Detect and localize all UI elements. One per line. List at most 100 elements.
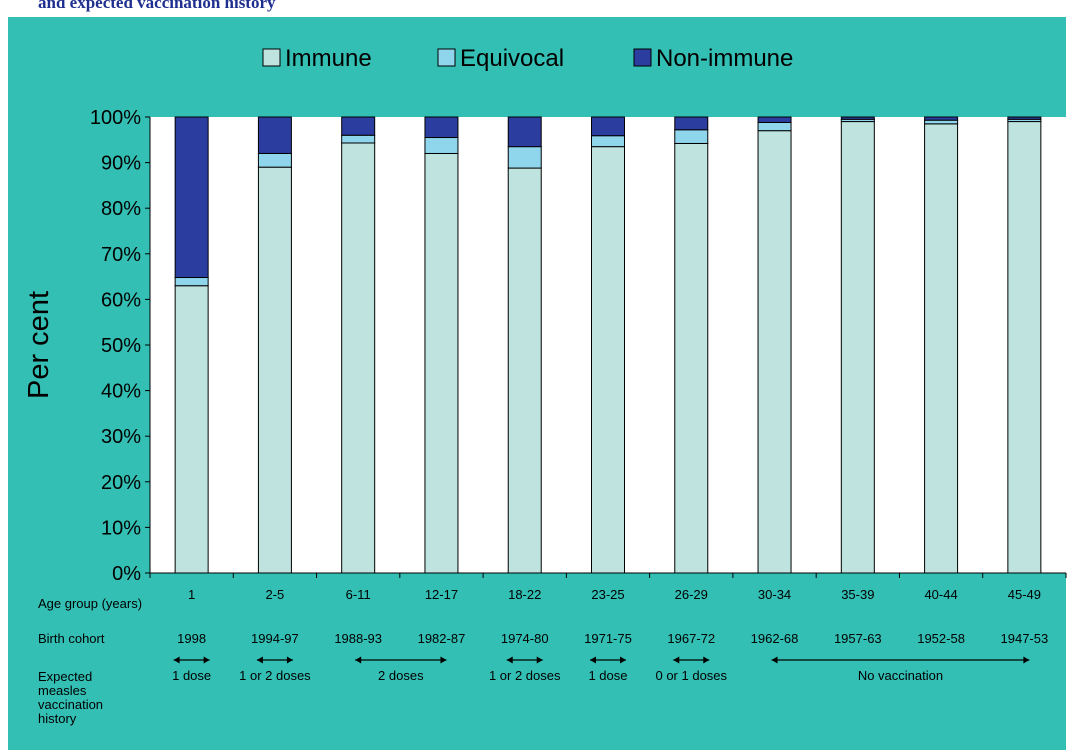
y-tick-label: 10%: [101, 517, 141, 539]
bar-segment-immune: [924, 123, 959, 574]
y-tick-label: 70%: [101, 244, 141, 266]
x-tick-label: 18-22: [508, 587, 541, 602]
y-tick-label: 20%: [101, 472, 141, 494]
legend-label: Non-immune: [656, 45, 793, 72]
bar-segment-equivocal: [424, 137, 459, 154]
arrow-head-right-icon: [1023, 656, 1030, 664]
vaccination-row-label: vaccination: [38, 697, 103, 712]
arrow-head-right-icon: [203, 656, 210, 664]
vaccination-row-label: history: [38, 711, 77, 726]
bar-segment-equivocal: [174, 277, 209, 287]
legend-swatch-equivocal: [437, 48, 456, 67]
birth-cohort-value: 1998: [177, 631, 206, 646]
birth-cohort-value: 1947-53: [1001, 631, 1049, 646]
arrow-head-left-icon: [256, 656, 263, 664]
vaccination-row-label: measles: [38, 683, 87, 698]
x-tick-label: 35-39: [841, 587, 874, 602]
legend-swatch-non-immune: [633, 48, 652, 67]
bar-segment-non-immune: [424, 116, 459, 139]
arrow-head-left-icon: [771, 656, 778, 664]
bar-segment-equivocal: [674, 129, 709, 144]
y-tick-label: 90%: [101, 153, 141, 175]
arrow-head-left-icon: [590, 656, 596, 664]
birth-cohort-value: 1982-87: [418, 631, 466, 646]
arrow-head-left-icon: [355, 656, 362, 664]
legend-label: Immune: [285, 45, 372, 72]
x-tick-label: 2-5: [266, 587, 285, 602]
bar-segment-equivocal: [341, 134, 376, 144]
bar-segment-immune: [424, 152, 459, 574]
bar-segment-non-immune: [757, 116, 792, 123]
bar-segment-immune: [591, 146, 625, 574]
bar-segment-immune: [1007, 121, 1042, 574]
arrow-head-left-icon: [173, 656, 180, 664]
arrow-head-right-icon: [286, 656, 293, 664]
bar-segment-immune: [341, 142, 376, 574]
birth-cohort-value: 1974-80: [501, 631, 549, 646]
arrow-head-right-icon: [440, 656, 447, 664]
vaccination-span-label: 0 or 1 doses: [655, 668, 727, 683]
y-tick-label: 80%: [101, 198, 141, 220]
vaccination-span-label: 1 or 2 doses: [489, 668, 561, 683]
bar-segment-equivocal: [924, 119, 959, 125]
bar-segment-equivocal: [757, 121, 792, 132]
page-title: and expected vaccination history: [38, 0, 276, 12]
x-tick-label: 12-17: [425, 587, 458, 602]
legend-label: Equivocal: [460, 45, 564, 72]
bar-segment-equivocal: [257, 152, 292, 168]
bar-segment-non-immune: [1007, 116, 1042, 120]
vaccination-span-label: 1 dose: [588, 668, 627, 683]
birth-cohort-value: 1988-93: [334, 631, 382, 646]
bar-segment-immune: [257, 166, 292, 574]
bar-segment-immune: [507, 167, 542, 574]
x-tick-label: 40-44: [924, 587, 957, 602]
bar-segment-immune: [757, 130, 792, 574]
arrow-head-left-icon: [506, 656, 513, 664]
y-tick-label: 0%: [112, 563, 141, 585]
arrow-head-right-icon: [536, 656, 543, 664]
bar-segment-immune: [174, 285, 209, 574]
bar-segment-immune: [674, 142, 709, 574]
bar-segment-non-immune: [674, 116, 709, 131]
x-tick-label: 26-29: [675, 587, 708, 602]
bar-segment-non-immune: [924, 116, 959, 121]
vaccination-row-label: Expected: [38, 669, 92, 684]
y-tick-label: 30%: [101, 426, 141, 448]
y-tick-label: 60%: [101, 289, 141, 311]
vaccination-span-label: No vaccination: [858, 668, 943, 683]
x-tick-label: 45-49: [1008, 587, 1041, 602]
bar-segment-non-immune: [257, 116, 292, 154]
y-tick-label: 50%: [101, 335, 141, 357]
vaccination-span-label: 2 doses: [378, 668, 424, 683]
x-tick-label: 1: [188, 587, 195, 602]
bar-segment-non-immune: [840, 116, 875, 120]
x-tick-label: 23-25: [591, 587, 624, 602]
legend-swatch-immune: [262, 48, 281, 67]
vaccination-span-label: 1 or 2 doses: [239, 668, 311, 683]
birth-cohort-value: 1952-58: [917, 631, 965, 646]
bar-segment-equivocal: [507, 146, 542, 169]
bar-segment-immune: [840, 121, 875, 574]
arrow-head-right-icon: [703, 656, 710, 664]
birth-cohort-value: 1967-72: [667, 631, 715, 646]
bar-segment-non-immune: [174, 116, 209, 279]
x-tick-label: 30-34: [758, 587, 791, 602]
arrow-head-left-icon: [673, 656, 680, 664]
birth-cohort-value: 1971-75: [584, 631, 632, 646]
bar-segment-non-immune: [591, 116, 625, 137]
y-axis-label: Per cent: [23, 291, 55, 399]
bar-segment-non-immune: [341, 116, 376, 136]
y-tick-label: 100%: [90, 107, 141, 129]
bar-segment-non-immune: [507, 116, 542, 148]
birth-cohort-value: 1957-63: [834, 631, 882, 646]
birth-cohort-value: 1962-68: [751, 631, 799, 646]
birth-cohort-row-label: Birth cohort: [38, 631, 105, 646]
x-tick-label: 6-11: [346, 587, 371, 602]
birth-cohort-value: 1994-97: [251, 631, 299, 646]
age-group-row-label: Age group (years): [38, 596, 142, 611]
y-tick-label: 40%: [101, 381, 141, 403]
arrow-head-right-icon: [620, 656, 626, 664]
bar-segment-equivocal: [591, 135, 625, 148]
vaccination-span-label: 1 dose: [172, 668, 211, 683]
